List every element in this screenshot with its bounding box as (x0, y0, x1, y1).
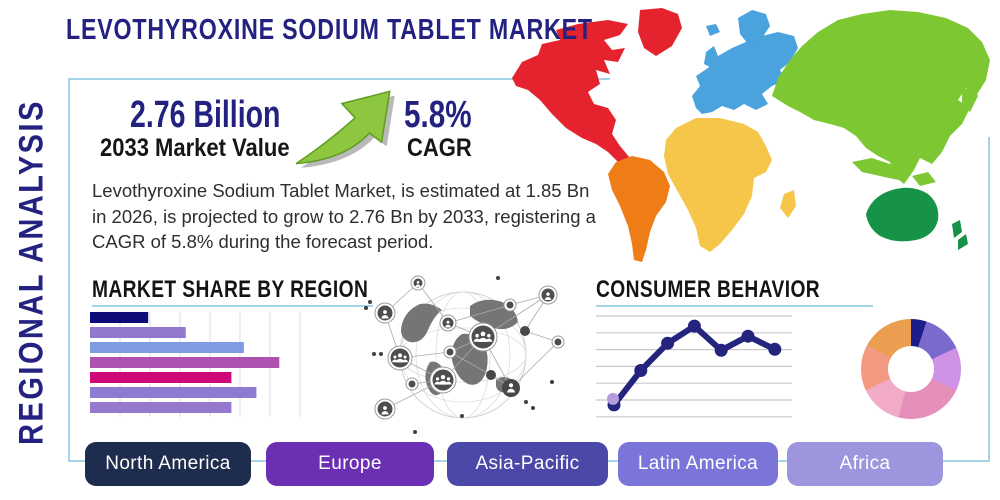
market-value-label: 2033 Market Value (100, 134, 290, 162)
globe-icon (399, 291, 527, 419)
market-value-stat: 2.76 Billion (130, 94, 281, 136)
region-button-north-america[interactable]: North America (85, 442, 251, 486)
region-button-latin-america[interactable]: Latin America (618, 442, 778, 486)
line-chart-title: CONSUMER BEHAVIOR (596, 276, 821, 303)
bar-chart-title: MARKET SHARE BY REGION (92, 276, 369, 303)
cagr-label: CAGR (407, 134, 472, 162)
line-chart-svg (596, 315, 792, 418)
cagr-stat: 5.8% (404, 94, 472, 136)
donut-hole (888, 346, 934, 392)
donut-chart (861, 319, 961, 419)
network-nodes-layer (364, 275, 565, 434)
region-button-asia-pacific[interactable]: Asia-Pacific (447, 442, 608, 486)
market-description: Levothyroxine Sodium Tablet Market, is e… (92, 180, 596, 253)
line-chart-underline (596, 305, 873, 307)
bar-chart-underline (92, 305, 373, 307)
region-button-africa[interactable]: Africa (787, 442, 943, 486)
growth-arrow-icon (295, 90, 395, 168)
globe-network-svg (364, 275, 565, 434)
page-title: LEVOTHYROXINE SODIUM TABLET MARKET (66, 14, 593, 46)
bar-chart-svg (90, 312, 301, 417)
side-label: REGIONAL ANALYSIS (12, 99, 51, 445)
side-label-wrap: REGIONAL ANALYSIS (4, 86, 60, 458)
region-button-europe[interactable]: Europe (266, 442, 434, 486)
